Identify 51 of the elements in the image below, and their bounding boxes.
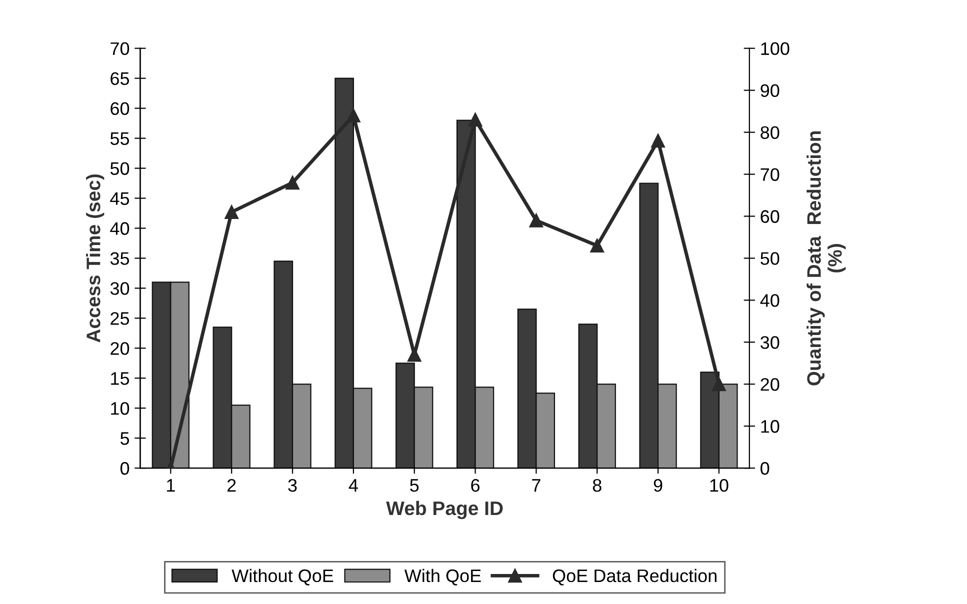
y2-tick-label: 100: [761, 42, 790, 56]
y-tick-label: 20: [110, 342, 130, 355]
y-tick-label: 15: [111, 372, 130, 385]
legend-label: Without QoE: [232, 568, 334, 586]
point: [407, 348, 422, 362]
y-tick-label: 25: [110, 312, 130, 325]
x-tick-label: 5: [410, 479, 419, 492]
y2-tick-label: 0: [760, 462, 770, 475]
y2-tick-label: 70: [760, 168, 780, 181]
y-tick-label: 70: [110, 42, 130, 56]
y2-tick-label: 80: [760, 126, 780, 139]
y-tick-label: 40: [110, 222, 130, 235]
y2-tick-label: 60: [760, 210, 780, 223]
y-tick-label: 30: [110, 282, 130, 295]
x-tick-label: 8: [592, 478, 602, 492]
legend-label: QoE Data Reduction: [552, 568, 716, 586]
point: [712, 377, 726, 392]
x-axis-title: Web Page ID: [386, 500, 503, 520]
point: [468, 112, 482, 127]
point: [651, 134, 665, 148]
y2-tick-label: 50: [760, 252, 780, 265]
x-tick-label: 7: [532, 479, 540, 492]
point: [286, 176, 300, 190]
point: [224, 205, 239, 219]
x-tick-label: 10: [710, 478, 728, 492]
point: [529, 213, 544, 228]
legend-label: With QoE: [404, 568, 481, 586]
x-tick-label: 6: [471, 478, 480, 492]
x-tick-label: 9: [654, 478, 662, 492]
y2-tick-label: 20: [760, 378, 780, 391]
y2-tick-label: 40: [760, 294, 780, 307]
y-tick-label: 10: [111, 402, 130, 415]
point: [590, 238, 604, 253]
y-tick-label: 45: [110, 192, 130, 205]
y-tick-label: 35: [110, 252, 130, 265]
point: [346, 108, 360, 122]
y-tick-label: 50: [110, 162, 130, 175]
y-tick-label: 60: [110, 102, 130, 116]
y-tick-label: 55: [110, 132, 130, 145]
y2-tick-label: 90: [760, 84, 780, 98]
x-tick-label: 3: [288, 478, 297, 492]
y-axis-title: Access Time (sec): [86, 174, 104, 342]
y-tick-label: 65: [110, 72, 130, 86]
y2-tick-label: 10: [761, 420, 780, 433]
y2-tick-label: 30: [760, 336, 780, 349]
y-tick-label: 5: [120, 432, 130, 445]
x-tick-label: 2: [227, 478, 236, 492]
x-tick-label: 1: [167, 479, 175, 492]
x-tick-label: 4: [348, 479, 358, 492]
y-tick-label: 0: [120, 462, 130, 475]
y2-axis-title: Quantity of Data Reduction (%): [806, 131, 846, 386]
